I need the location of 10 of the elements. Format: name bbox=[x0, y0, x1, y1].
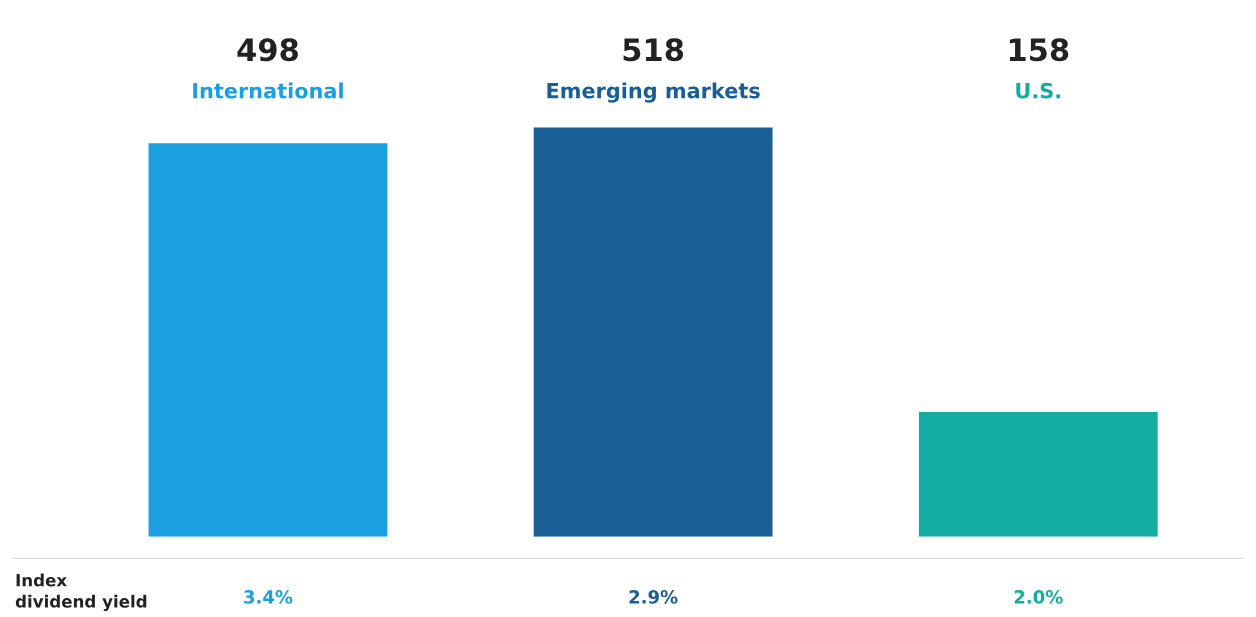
text: 2.9% bbox=[629, 590, 678, 604]
data-label: 158 bbox=[1009, 38, 1069, 62]
data-label: 498 bbox=[237, 38, 298, 62]
text: 2.0% bbox=[1014, 590, 1063, 604]
x-tick-label: International bbox=[193, 82, 343, 99]
x-tick-label: Emerging markets bbox=[547, 82, 760, 103]
x-tick-label: U.S. bbox=[1016, 82, 1061, 99]
text: Index dividend yield bbox=[15, 573, 147, 612]
text: 3.4% bbox=[244, 590, 293, 604]
data-label: 518 bbox=[623, 38, 684, 62]
